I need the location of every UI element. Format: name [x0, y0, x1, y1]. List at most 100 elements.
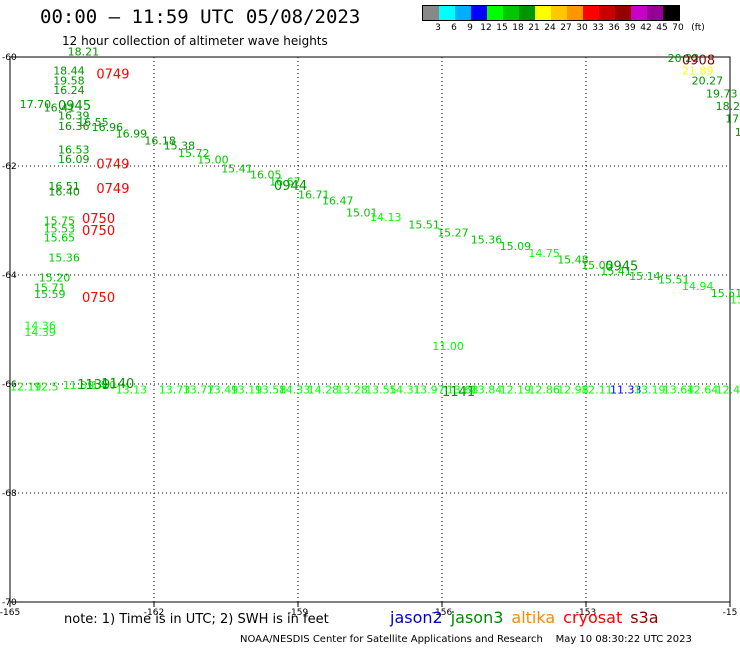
- data-point-label: 16.96: [92, 121, 124, 134]
- y-tick-label: -70: [2, 598, 17, 608]
- color-scale-label: 24: [544, 23, 556, 33]
- data-point-label: 16.53: [58, 144, 90, 157]
- data-point-label: 16.36: [58, 120, 90, 133]
- data-point-label: 13.28: [336, 383, 368, 396]
- data-point-label: 14.75: [528, 247, 560, 260]
- color-swatch: [647, 6, 663, 20]
- color-scale-label: 21: [528, 23, 540, 33]
- color-swatch: [551, 6, 567, 20]
- time-annotation: 0945: [58, 99, 91, 114]
- color-swatch: [439, 6, 455, 20]
- data-point-label: 15.00: [197, 153, 229, 166]
- data-point-label: 12.5: [34, 381, 59, 394]
- color-scale-label: 42: [640, 23, 652, 33]
- y-tick-label: -68: [2, 489, 17, 499]
- color-scale-label: 12: [480, 23, 492, 33]
- data-point-label: 16.99: [116, 127, 148, 140]
- data-point-label: 14.39: [24, 326, 56, 339]
- x-tick-label: -15: [723, 608, 738, 618]
- color-swatch: [583, 6, 599, 20]
- data-point-label: 16.51: [48, 180, 80, 193]
- data-point-label: 13.68: [447, 383, 479, 396]
- time-annotation: 0749: [96, 182, 129, 197]
- data-point-label: 12.86: [528, 383, 560, 396]
- data-point-label: 15.38: [164, 139, 196, 152]
- data-point-label: 15.72: [178, 147, 210, 160]
- data-point-label: 15.53: [44, 223, 76, 236]
- y-tick-label: -60: [2, 53, 17, 63]
- color-scale-swatches: [422, 5, 680, 21]
- data-point-label: 12.19: [10, 381, 42, 394]
- data-point-label: 14.36: [24, 320, 56, 333]
- y-tick-label: -64: [2, 271, 17, 281]
- data-point-label: 12.98: [557, 383, 589, 396]
- color-swatch: [615, 6, 631, 20]
- data-point-label: 16.40: [48, 186, 80, 199]
- data-point-label: 16.18: [144, 134, 176, 147]
- x-tick-label: -156: [432, 608, 453, 618]
- color-swatch: [535, 6, 551, 20]
- data-point-label: 14.0: [92, 379, 117, 392]
- color-swatch: [423, 6, 439, 20]
- data-point-label: 14.31: [389, 383, 421, 396]
- data-point-label: 15.71: [34, 282, 66, 295]
- color-scale-label: 27: [560, 23, 572, 33]
- data-point-label: 20.27: [692, 74, 724, 87]
- data-point-label: 15.59: [34, 288, 66, 301]
- data-point-label: 17.70: [20, 98, 51, 111]
- color-swatch: [519, 6, 535, 20]
- data-point-label: 14.13: [370, 211, 402, 224]
- data-point-label: 18.55: [735, 126, 740, 139]
- data-point-label: 14.94: [682, 280, 714, 293]
- color-scale-label: 3: [435, 23, 441, 33]
- satellite-legend-item: cryosat: [563, 608, 623, 627]
- data-point-label: 16.55: [77, 116, 109, 129]
- satellite-legend-item: s3a: [630, 608, 659, 627]
- data-point-label: 16.71: [298, 188, 330, 201]
- data-point-label: 15.14: [629, 270, 661, 283]
- data-point-label: 21.89: [682, 65, 714, 78]
- satellite-legend: jason2 jason3 altika cryosat s3a: [390, 608, 667, 627]
- data-point-label: 15.51: [658, 273, 690, 286]
- chart-title: 00:00 – 11:59 UTC 05/08/2023: [40, 6, 361, 28]
- data-point-label: 16.47: [322, 194, 354, 207]
- data-point-label: 16.24: [53, 84, 84, 97]
- data-point-label: 15.51: [408, 218, 440, 231]
- data-point-label: 16.41: [44, 102, 76, 115]
- chart-subtitle: 12 hour collection of altimeter wave hei…: [62, 34, 328, 48]
- data-point-label: 18.44: [53, 65, 84, 78]
- data-point-label: 12.43: [716, 383, 740, 396]
- color-scale-label: 18: [512, 23, 524, 33]
- color-swatch: [487, 6, 503, 20]
- x-tick-label: -165: [0, 608, 20, 618]
- color-swatch: [503, 6, 519, 20]
- data-point-label: 15.41: [221, 163, 253, 176]
- color-swatch: [631, 6, 647, 20]
- units-note: note: 1) Time is in UTC; 2) SWH is in fe…: [64, 612, 329, 627]
- color-swatch: [455, 6, 471, 20]
- color-scale-label: 36: [608, 23, 620, 33]
- time-annotation: 1141: [442, 385, 475, 400]
- satellite-legend-item: jason2: [390, 608, 443, 627]
- data-point-label: 15.51: [711, 287, 740, 300]
- data-point-label: 11.33: [610, 383, 642, 396]
- time-annotation: 0750: [82, 291, 115, 306]
- color-scale-label: 33: [592, 23, 604, 33]
- data-point-label: 15.36: [471, 234, 503, 247]
- x-tick-label: -159: [288, 608, 309, 618]
- data-point-label: 12.64: [687, 383, 719, 396]
- data-point-label: 13.77: [183, 383, 215, 396]
- x-tick-label: -162: [144, 608, 164, 618]
- color-scale-label: 30: [576, 23, 588, 33]
- color-swatch: [663, 6, 679, 20]
- data-point-label: 17.41: [725, 113, 740, 126]
- data-point-label: 13.49: [207, 383, 239, 396]
- data-point-label: 13.84: [471, 383, 503, 396]
- data-point-label: 15.75: [44, 215, 76, 228]
- data-point-label: 13.97: [413, 383, 445, 396]
- data-point-label: 13.55: [365, 383, 397, 396]
- color-scale-label: 45: [656, 23, 668, 33]
- data-point-label: 15.41: [600, 265, 632, 278]
- data-point-label: 12.11: [581, 383, 613, 396]
